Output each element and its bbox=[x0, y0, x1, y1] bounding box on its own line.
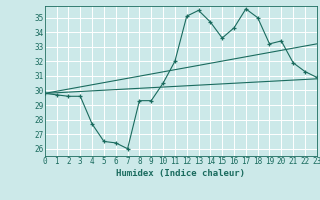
X-axis label: Humidex (Indice chaleur): Humidex (Indice chaleur) bbox=[116, 169, 245, 178]
